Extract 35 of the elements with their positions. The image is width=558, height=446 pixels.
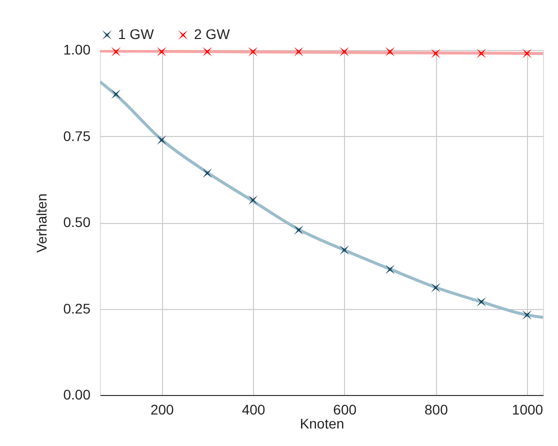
point [156,135,166,145]
point [476,297,486,307]
point [111,46,121,56]
point [430,282,440,292]
point [385,46,395,56]
legend-label: 1 GW [118,26,155,42]
y-tick-label: 0.25 [63,300,91,316]
point [248,195,258,205]
x-axis-title: Knoten [300,416,344,432]
x-tick-label: 800 [424,402,448,418]
point [522,48,532,58]
x-tick-label: 1000 [512,402,544,418]
y-tick-label: 0.00 [63,386,91,402]
y-tick-label: 0.75 [63,128,91,144]
point [202,168,212,178]
y-tick-label: 0.50 [63,214,91,230]
point [340,245,350,255]
point [294,46,304,56]
point [202,46,212,56]
point [294,225,304,235]
point [111,89,121,99]
legend-label: 2 GW [194,26,231,42]
point [248,46,258,56]
point [476,48,486,58]
y-axis-title: Verhalten [33,193,50,253]
point [385,264,395,274]
point [340,46,350,56]
x-tick-label: 600 [333,402,357,418]
x-tick-label: 200 [150,402,174,418]
point [156,46,166,56]
y-tick-label: 1.00 [63,42,91,58]
x-tick-label: 400 [242,402,266,418]
line-series [100,80,543,319]
point [522,310,532,320]
point [430,48,440,58]
